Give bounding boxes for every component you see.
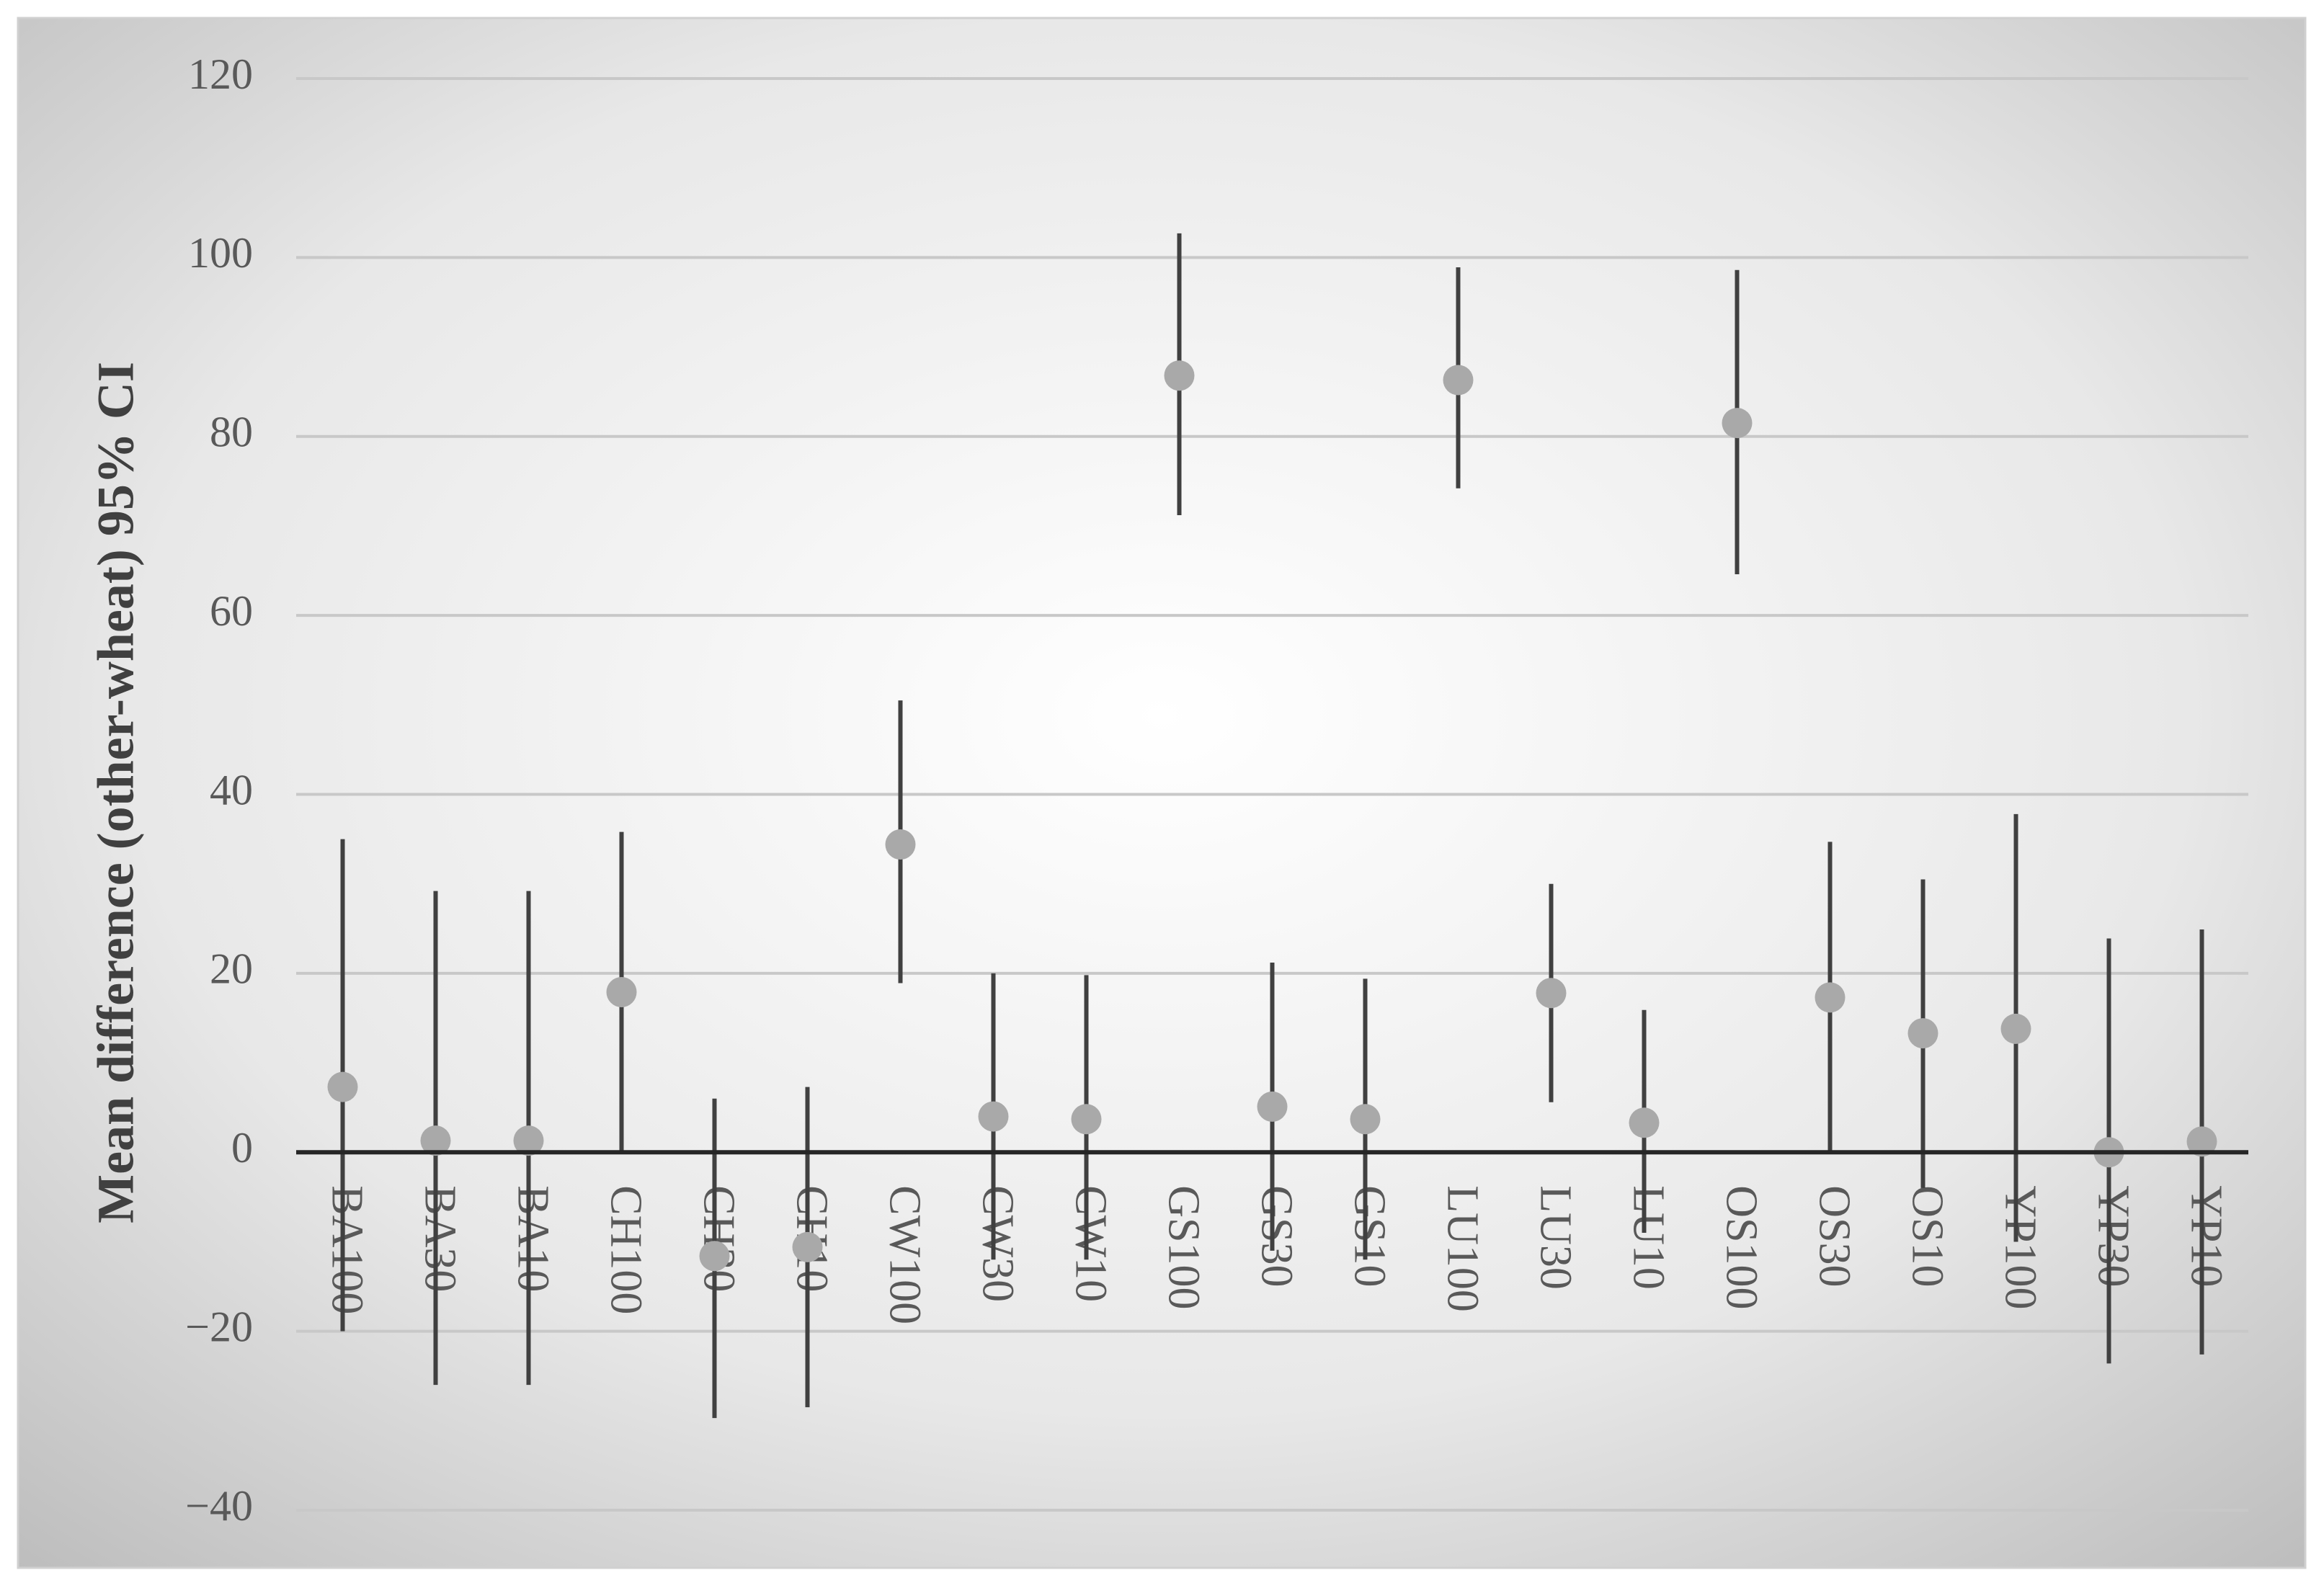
mean-point: [2000, 1013, 2031, 1044]
y-axis-title: Mean difference (other-wheat) 95% CI: [87, 362, 145, 1223]
mean-point: [1257, 1091, 1288, 1122]
x-tick-label: OS100: [1717, 1185, 1766, 1309]
x-tick-label: GS10: [1345, 1185, 1394, 1287]
y-tick-label: 100: [188, 229, 253, 277]
mean-point: [606, 976, 637, 1007]
y-tick-label: −40: [185, 1482, 253, 1530]
x-tick-label: BA100: [322, 1185, 371, 1314]
x-tick-label: CH100: [601, 1185, 650, 1314]
y-tick-label: −20: [185, 1303, 253, 1350]
x-tick-label: CW100: [880, 1185, 929, 1324]
x-tick-label: CW30: [973, 1185, 1022, 1302]
y-tick-label: 80: [210, 409, 253, 456]
x-tick-label: YP30: [2088, 1185, 2137, 1287]
mean-point: [978, 1101, 1009, 1132]
mean-point: [1164, 360, 1195, 391]
y-tick-label: 20: [210, 945, 253, 993]
mean-point: [513, 1125, 544, 1156]
mean-point: [1071, 1104, 1102, 1135]
mean-point: [1350, 1104, 1381, 1135]
mean-point: [2186, 1126, 2217, 1157]
mean-point: [1536, 978, 1567, 1009]
mean-point: [1907, 1018, 1938, 1049]
x-tick-label: BA30: [415, 1185, 464, 1292]
x-tick-label: CH30: [694, 1185, 743, 1292]
mean-point: [792, 1231, 823, 1262]
mean-point: [1443, 365, 1474, 396]
x-tick-label: YP10: [2181, 1185, 2230, 1287]
x-tick-label: YP100: [1995, 1185, 2044, 1309]
x-tick-label: LU100: [1438, 1185, 1487, 1312]
x-tick-label: LU30: [1531, 1185, 1580, 1290]
mean-point: [327, 1071, 358, 1102]
y-tick-label: 0: [231, 1124, 253, 1172]
x-tick-label: GS100: [1159, 1185, 1208, 1309]
y-tick-label: 40: [210, 766, 253, 813]
x-tick-label: OS10: [1902, 1185, 1951, 1287]
mean-point: [885, 829, 916, 860]
mean-point: [420, 1125, 451, 1156]
mean-point: [1629, 1107, 1660, 1138]
x-tick-label: OS30: [1809, 1185, 1858, 1287]
x-tick-label: GS30: [1252, 1185, 1301, 1287]
mean-point: [699, 1241, 730, 1272]
x-tick-label: LU10: [1624, 1185, 1673, 1290]
y-tick-label: 120: [188, 50, 253, 98]
y-tick-label: 60: [210, 587, 253, 635]
x-tick-label: BA10: [508, 1185, 557, 1292]
mean-point: [1722, 408, 1753, 439]
mean-point: [1815, 982, 1846, 1013]
x-tick-label: CW10: [1066, 1185, 1115, 1302]
